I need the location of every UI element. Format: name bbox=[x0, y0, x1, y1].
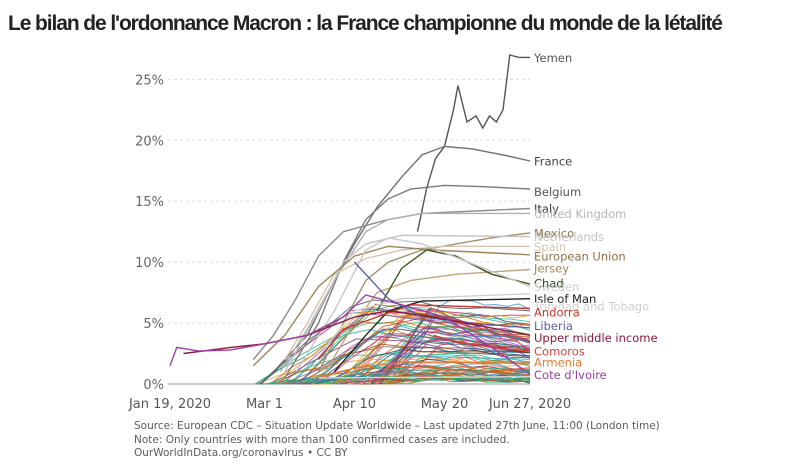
x-tick-label[interactable]: Apr 10 bbox=[333, 397, 376, 412]
series-line-united-arab-emirates[interactable] bbox=[318, 376, 531, 379]
x-tick-label[interactable]: Jun 27, 2020 bbox=[488, 397, 571, 412]
series-line-netherlands[interactable] bbox=[284, 234, 531, 373]
series-line-armenia[interactable] bbox=[318, 361, 531, 379]
series-label-andorra[interactable]: Andorra bbox=[534, 306, 580, 320]
background-country-line bbox=[338, 375, 531, 385]
series-line-belgium[interactable] bbox=[284, 184, 531, 379]
x-tick-label[interactable]: May 20 bbox=[421, 397, 469, 412]
series-label-belgium[interactable]: Belgium bbox=[534, 185, 581, 199]
series-label-spain[interactable]: Spain bbox=[534, 240, 566, 254]
series-line-jersey[interactable] bbox=[324, 268, 531, 373]
y-tick-label: 20% bbox=[135, 134, 164, 149]
series-label-mexico[interactable]: Mexico bbox=[534, 226, 574, 240]
page-headline: Le bilan de l'ordonnance Macron : la Fra… bbox=[8, 12, 723, 35]
series-label-european-union[interactable]: European Union bbox=[534, 250, 626, 264]
series-line-trinidad-and-tobago[interactable] bbox=[324, 293, 531, 348]
background-country-line bbox=[371, 326, 531, 385]
series-label-sweden[interactable]: Sweden bbox=[534, 280, 579, 294]
y-tick-label: 10% bbox=[135, 256, 164, 271]
x-tick-label[interactable]: Mar 1 bbox=[246, 397, 283, 412]
y-tick-label: 25% bbox=[135, 73, 164, 88]
series-line-andorra[interactable] bbox=[317, 304, 531, 361]
series-line-european-union[interactable] bbox=[252, 245, 531, 367]
series-line-sweden[interactable] bbox=[295, 237, 531, 373]
series-label-jersey[interactable]: Jersey bbox=[533, 262, 569, 276]
series-label-netherlands[interactable]: Netherlands bbox=[534, 230, 604, 244]
series-label-yemen[interactable]: Yemen bbox=[533, 51, 572, 65]
series-line-cote-d-ivoire[interactable] bbox=[169, 294, 531, 375]
series-line-comoros[interactable] bbox=[433, 334, 531, 352]
series-label-upper-middle-income[interactable]: Upper middle income bbox=[534, 331, 658, 345]
y-tick-label: 5% bbox=[143, 317, 164, 332]
background-country-line bbox=[370, 327, 531, 385]
series-line-spain[interactable] bbox=[284, 245, 530, 360]
series-label-united-kingdom[interactable]: United Kingdom bbox=[534, 207, 626, 221]
background-country-line bbox=[285, 370, 531, 385]
series-line-upper-middle-income[interactable] bbox=[183, 310, 531, 355]
background-country-line bbox=[266, 352, 531, 385]
background-country-line bbox=[308, 325, 531, 385]
series-label-italy[interactable]: Italy bbox=[534, 202, 559, 216]
named-series bbox=[169, 54, 531, 379]
background-country-line bbox=[275, 311, 531, 385]
background-country-line bbox=[379, 371, 531, 385]
background-country-line bbox=[394, 340, 531, 385]
background-country-line bbox=[351, 364, 531, 385]
series-label-comoros[interactable]: Comoros bbox=[534, 345, 585, 359]
background-country-line bbox=[350, 327, 531, 385]
series-line-united-kingdom[interactable] bbox=[279, 212, 530, 373]
series-label-liberia[interactable]: Liberia bbox=[534, 319, 573, 333]
x-tick-label[interactable]: Jan 19, 2020 bbox=[128, 397, 211, 412]
inclusion-note: Note: Only countries with more than 100 … bbox=[134, 433, 510, 446]
y-axis-ticks: 0% 5% 10% 15% 20% 25% bbox=[135, 73, 164, 393]
x-axis-ticks: Jan 19, 2020 Mar 1 Apr 10 May 20 Jun 27, 202… bbox=[128, 397, 571, 412]
series-line-liberia[interactable] bbox=[353, 261, 531, 329]
background-country-line bbox=[266, 371, 531, 385]
credit-link[interactable]: OurWorldInData.org/coronavirus • CC BY bbox=[134, 447, 348, 459]
series-label-cote-d-ivoire[interactable]: Cote d'Ivoire bbox=[534, 368, 607, 382]
background-country-line bbox=[334, 311, 531, 385]
y-tick-label: 0% bbox=[143, 378, 164, 393]
background-country-line bbox=[292, 336, 531, 385]
background-country-line bbox=[293, 334, 531, 385]
series-label-france[interactable]: France bbox=[534, 155, 572, 169]
background-country-line bbox=[310, 317, 531, 385]
series-line-yemen[interactable] bbox=[416, 54, 531, 232]
series-label-chad[interactable]: Chad bbox=[534, 276, 564, 290]
series-line-mexico[interactable] bbox=[317, 232, 531, 373]
series-line-chad[interactable] bbox=[376, 249, 531, 312]
grid-lines bbox=[168, 78, 530, 385]
series-label-armenia[interactable]: Armenia bbox=[534, 356, 582, 370]
source-note: Source: European CDC – Situation Update … bbox=[134, 420, 660, 432]
y-tick-label: 15% bbox=[135, 195, 164, 210]
chart-footer: Source: European CDC – Situation Update … bbox=[134, 420, 660, 461]
line-chart: 0% 5% 10% 15% 20% 25% Jan 19, 2020 Mar 1 Apr 10… bbox=[128, 51, 658, 412]
series-label-trinidad-and-tobago[interactable]: Trinidad and Tobago bbox=[533, 300, 649, 314]
series-label-isle-of-man[interactable]: Isle of Man bbox=[534, 292, 596, 306]
